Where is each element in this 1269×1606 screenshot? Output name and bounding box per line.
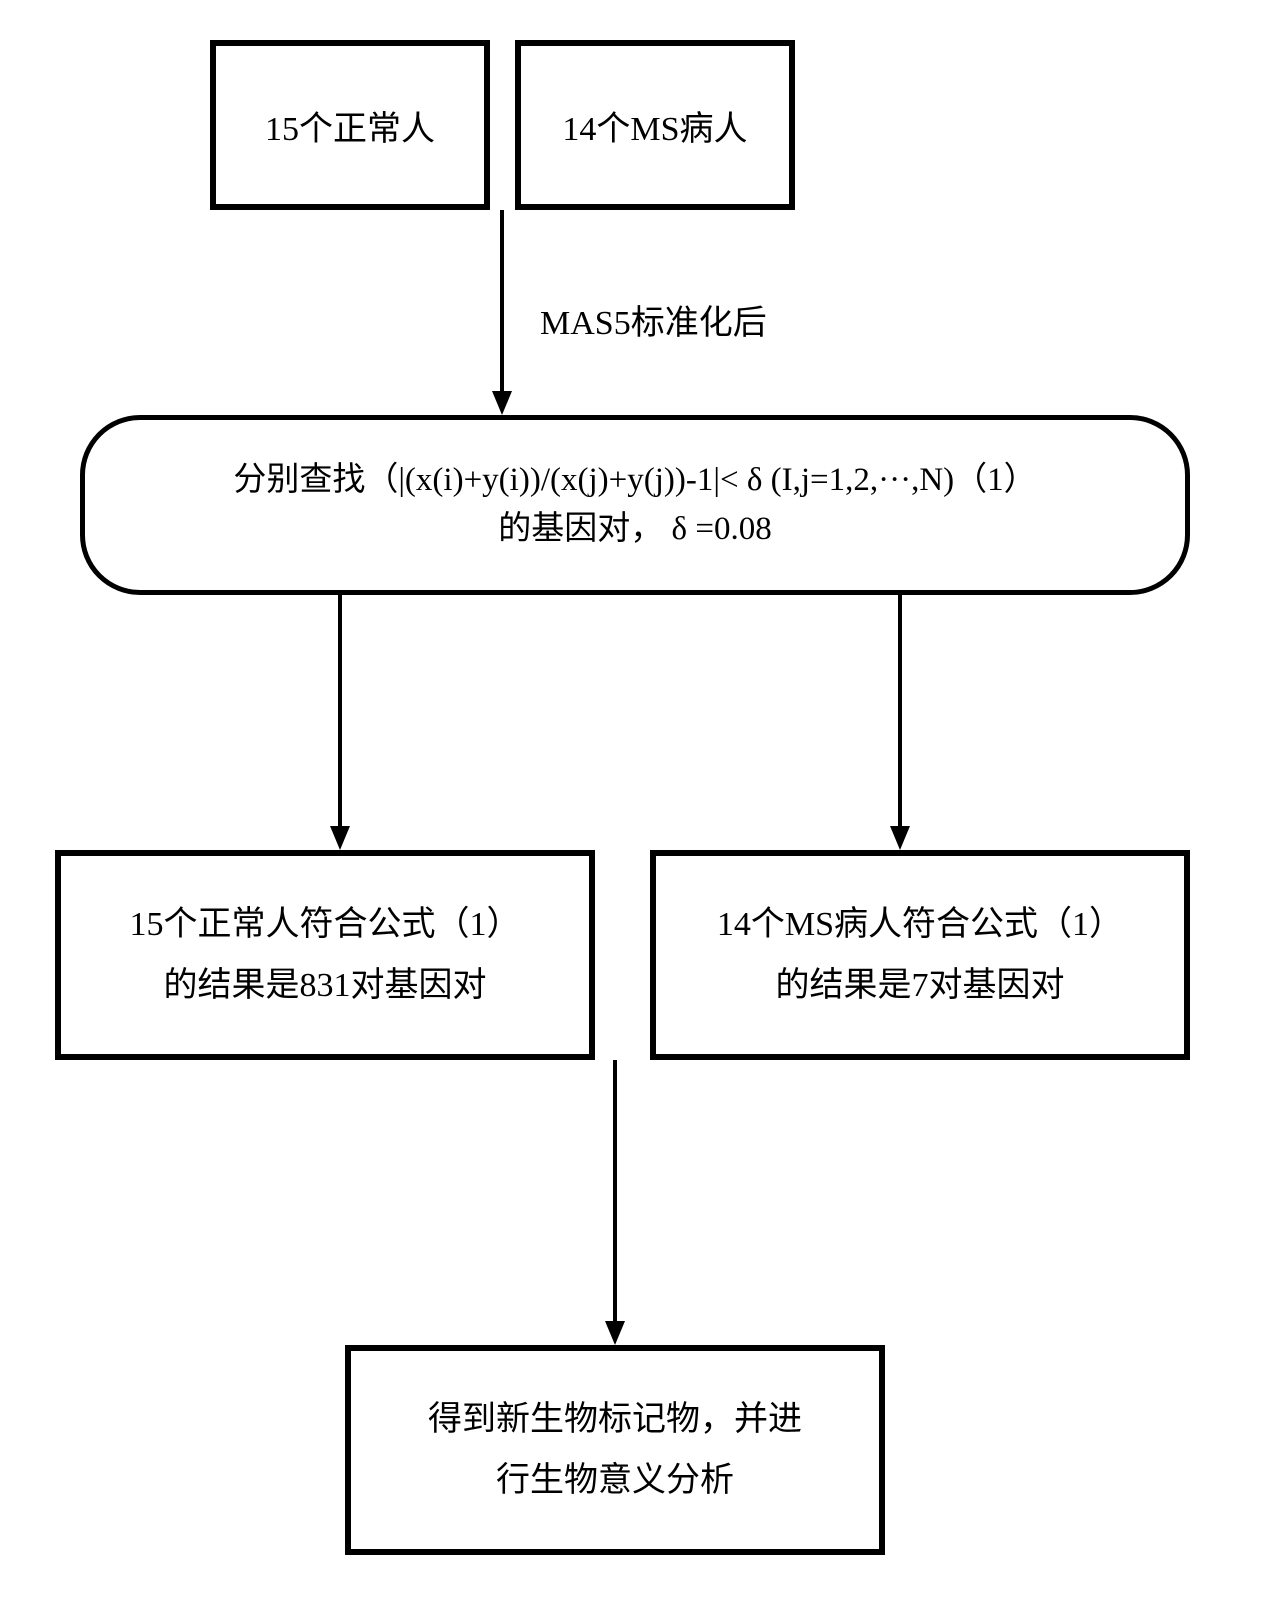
node-result-ms: 14个MS病人符合公式（1） 的结果是7对基因对: [650, 850, 1190, 1060]
label-mas5: MAS5标准化后: [540, 295, 767, 344]
node-text: 14个MS病人: [562, 101, 747, 150]
node-text-line: 的结果是831对基因对: [130, 955, 521, 1016]
node-biomarker: 得到新生物标记物，并进 行生物意义分析: [345, 1345, 885, 1555]
edges-svg: [40, 40, 1229, 1566]
flowchart-canvas: 15个正常人 14个MS病人 MAS5标准化后 分别查找（|(x(i)+y(i)…: [40, 40, 1229, 1566]
node-text-line: 的结果是7对基因对: [717, 955, 1123, 1016]
node-text-wrap: 15个正常人符合公式（1） 的结果是831对基因对: [130, 894, 521, 1016]
node-ms-group: 14个MS病人: [515, 40, 795, 210]
label-text: MAS5标准化后: [540, 305, 767, 342]
node-formula: 分别查找（|(x(i)+y(i))/(x(j)+y(j))-1|< δ (I,j…: [80, 415, 1190, 595]
node-text-line: 15个正常人符合公式（1）: [130, 894, 521, 955]
node-text-line: 分别查找（|(x(i)+y(i))/(x(j)+y(j))-1|< δ (I,j…: [233, 456, 1036, 506]
node-result-normal: 15个正常人符合公式（1） 的结果是831对基因对: [55, 850, 595, 1060]
node-text: 15个正常人: [265, 101, 435, 150]
node-text-line: 行生物意义分析: [428, 1450, 802, 1511]
node-text-wrap: 14个MS病人符合公式（1） 的结果是7对基因对: [717, 894, 1123, 1016]
node-text-line: 得到新生物标记物，并进: [428, 1389, 802, 1450]
node-text-line: 的基因对， δ =0.08: [233, 505, 1036, 555]
node-text-wrap: 得到新生物标记物，并进 行生物意义分析: [428, 1389, 802, 1511]
node-normal-group: 15个正常人: [210, 40, 490, 210]
node-text-wrap: 分别查找（|(x(i)+y(i))/(x(j)+y(j))-1|< δ (I,j…: [233, 456, 1036, 555]
node-text-line: 14个MS病人符合公式（1）: [717, 894, 1123, 955]
